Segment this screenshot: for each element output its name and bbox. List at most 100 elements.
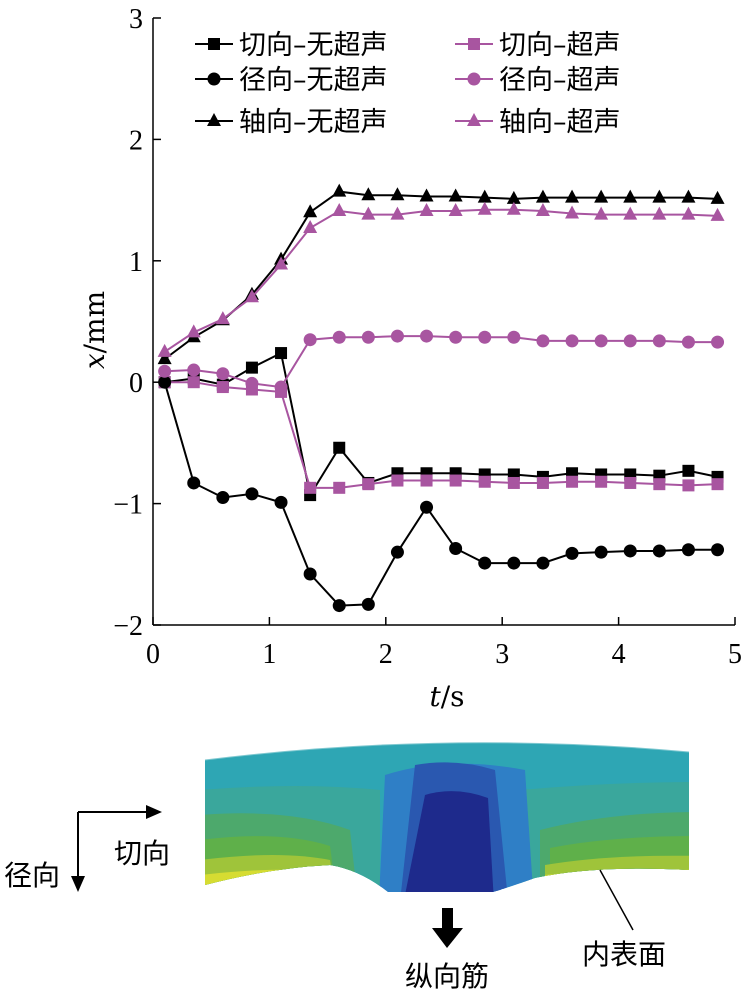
chart-axes [152,18,735,626]
data-point [361,187,376,201]
legend-marker [467,113,481,126]
data-point [303,220,318,234]
data-point [274,495,288,509]
dir-tangential-label: 切向 [114,837,170,870]
data-point [187,376,200,389]
data-point [623,206,638,220]
data-point [449,542,463,556]
data-point [566,475,579,488]
data-point [477,201,492,215]
legend-item-4: 径向–超声 [455,65,621,96]
data-point [652,334,666,348]
data-point [710,190,725,204]
legend-label: 轴向–无超声 [239,107,388,138]
x-tick-label: 5 [728,639,742,670]
data-point [216,381,229,394]
legend-marker [207,113,221,126]
data-point [419,203,434,217]
data-point [449,330,463,344]
data-point [303,204,318,218]
data-point [361,330,375,344]
chart-ticks: 0 1 2 3 4 5 −2 −1 0 1 2 3 [113,4,742,670]
data-point [448,203,463,217]
data-point [594,545,608,559]
data-point [623,334,637,348]
legend-label: 径向–无超声 [239,65,388,96]
series-line [164,190,718,360]
data-point [681,189,696,203]
data-point [536,334,550,348]
data-point [652,189,667,203]
x-tick-label: 4 [612,639,626,670]
direction-arrows [71,805,162,892]
data-point [390,187,405,201]
series-6 [157,201,725,357]
x-tick-label: 0 [146,639,160,670]
y-tick-label: 1 [129,247,143,278]
data-point [506,201,521,215]
data-point [216,491,230,505]
data-point [594,189,609,203]
data-point [186,324,201,338]
y-tick-label: 0 [129,368,143,399]
data-point [565,334,579,348]
data-point [623,544,637,558]
data-point [652,206,667,220]
data-point [565,189,580,203]
data-point [303,333,317,347]
data-point [420,500,434,514]
data-point [623,189,638,203]
data-point [536,476,549,489]
x-tick-label: 3 [495,639,509,670]
series-4 [158,329,725,394]
data-point [681,543,695,557]
data-point [507,476,520,489]
legend-item-1: 切向–无超声 [195,30,388,61]
dir-radial-label: 径向 [4,859,60,892]
legend-marker [207,72,221,86]
data-point [216,367,230,381]
data-point [275,347,288,360]
legend-label: 径向–超声 [499,65,621,96]
data-point [478,475,491,488]
series-3 [158,375,725,613]
data-point [478,330,492,344]
x-axis-label: t/s [429,680,464,713]
data-point [595,475,608,488]
rib-label: 纵向筋 [405,960,489,993]
data-point [652,544,666,558]
data-point [507,556,521,570]
y-tick-label: −1 [113,490,143,521]
data-point [565,205,580,219]
cross-section-diagram: 切向 径向 纵向筋 内表面 [4,742,690,993]
data-point [245,376,259,390]
contour-section [205,742,689,893]
data-point [157,343,172,357]
rib-arrow-icon [432,908,463,948]
data-point [681,206,696,220]
x-tick-label: 1 [262,639,276,670]
surface-label: 内表面 [582,938,666,971]
data-point [215,311,230,325]
data-point [158,375,172,389]
data-point [332,599,346,613]
section-outline [204,742,690,761]
data-point [448,188,463,202]
data-point [535,189,550,203]
data-point [710,207,725,221]
legend-item-2: 切向–超声 [455,30,621,61]
data-point [506,190,521,204]
data-point [361,206,376,220]
legend-marker [208,38,220,50]
data-point [624,476,637,489]
data-point [187,363,201,377]
surface-leader-line [599,869,634,931]
data-point [565,546,579,560]
data-point [274,380,288,394]
data-point [449,474,462,487]
data-point [536,556,550,570]
data-point [711,543,725,557]
data-point [333,441,346,454]
chart-series [157,183,725,613]
